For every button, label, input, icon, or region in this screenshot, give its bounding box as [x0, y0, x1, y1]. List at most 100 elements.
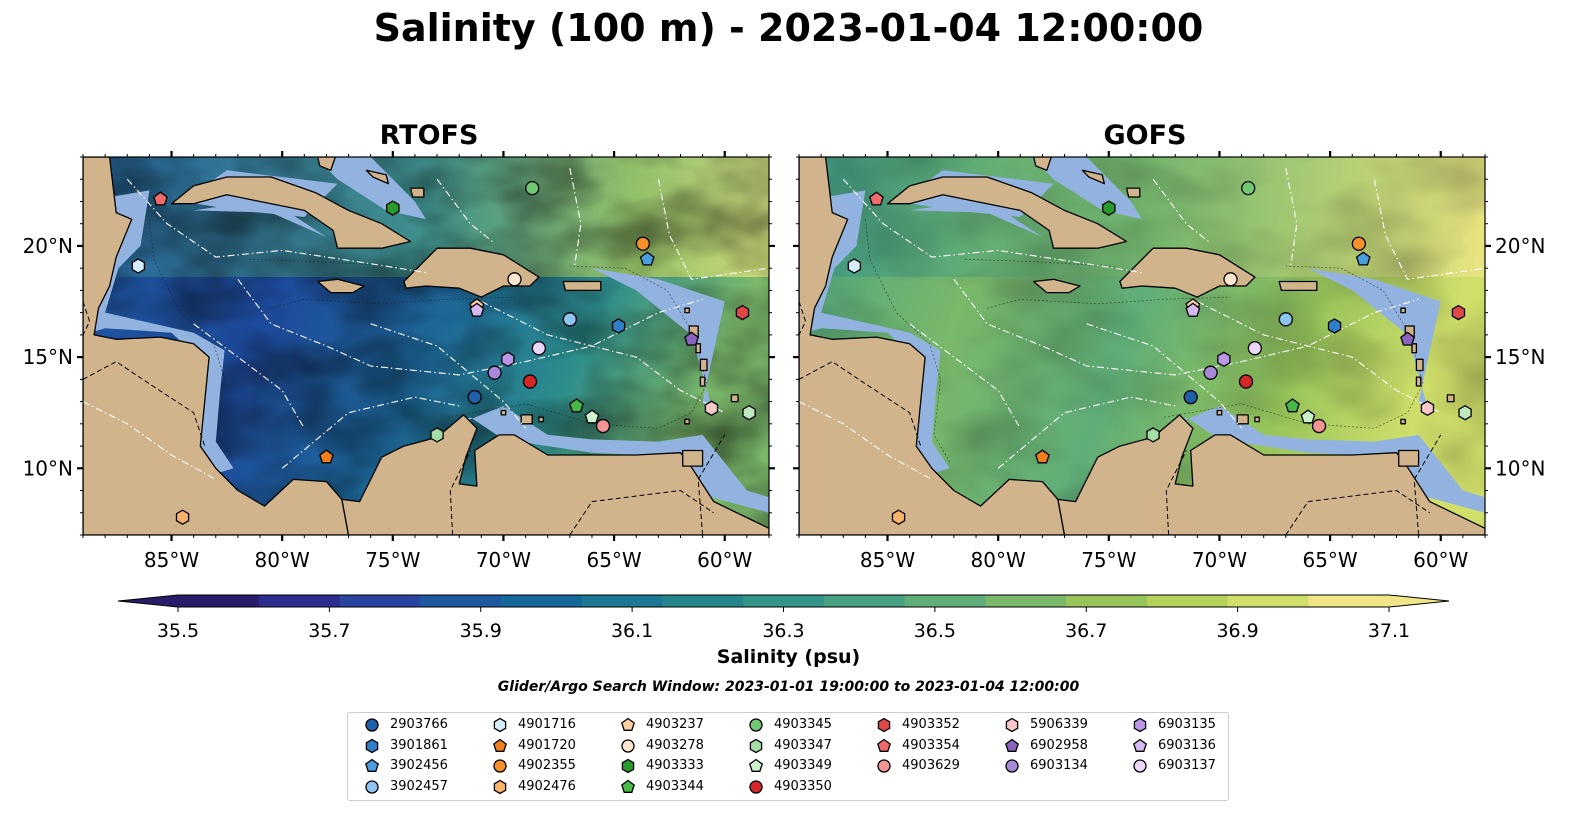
land — [730, 394, 739, 403]
lon-tick-label: 70°W — [476, 548, 531, 572]
shallow-shelf — [1308, 268, 1441, 415]
float-4903629 — [595, 418, 611, 434]
land — [83, 157, 350, 535]
legend-marker-icon — [877, 759, 891, 773]
map-figure: 85°W 80°W 75°W 70°W 65°W 60°W 20°N 15°N 10°N 85°… — [23, 151, 1545, 640]
eez-boundary — [997, 396, 1176, 469]
figure-title: Salinity (100 m) - 2023-01-04 12:00:00 — [373, 6, 1204, 50]
colorbar-tick-label: 35.5 — [157, 620, 199, 640]
legend-label: 4903344 — [646, 778, 704, 794]
country-border — [83, 361, 206, 447]
eez-boundary — [370, 323, 527, 429]
float-4903345 — [525, 180, 540, 196]
lat-tick-label: 10°N — [23, 456, 73, 480]
legend-marker-3902457 — [365, 779, 379, 794]
float-4903352 — [1451, 304, 1466, 321]
colorbar-segment — [1308, 595, 1390, 607]
legend-marker-6903135 — [1133, 717, 1147, 733]
float-4903278 — [507, 272, 522, 287]
float-4901716 — [847, 258, 862, 274]
float-4902476 — [175, 509, 190, 525]
eez-boundary — [1373, 179, 1485, 280]
land — [562, 280, 602, 292]
float-4903629 — [1311, 418, 1327, 434]
float-4903347 — [1146, 427, 1160, 443]
land — [1411, 343, 1418, 354]
lon-tick-label: 85°W — [144, 548, 199, 572]
float-4903347 — [430, 427, 444, 443]
legend-label: 4901716 — [518, 717, 576, 732]
country-border — [449, 450, 471, 535]
colorbar-segment — [1066, 595, 1148, 607]
rtofs-map: 85°W 80°W 75°W 70°W 65°W 60°W 20°N 15°N 10°N — [23, 151, 775, 572]
float-6903135 — [1217, 351, 1231, 368]
land — [1398, 449, 1420, 467]
legend-marker-icon — [621, 758, 635, 774]
depth-contour — [1164, 265, 1424, 429]
legend-label: 3901861 — [390, 737, 448, 753]
float-6903134 — [487, 365, 502, 380]
float-extra-hex — [1458, 404, 1472, 421]
legend-marker-icon — [365, 779, 379, 794]
gofs-map: 85°W 80°W 75°W 70°W 65°W 60°W 20°N 15°N 10°N — [793, 151, 1545, 572]
land — [684, 307, 690, 314]
lon-tick-label: 60°W — [697, 548, 752, 572]
land — [1400, 418, 1406, 425]
float-3902457 — [562, 312, 577, 327]
float-6902958 — [684, 331, 699, 346]
float-legend: 2903766 3901861 3902456 3902457 4901716 49017… — [347, 712, 1229, 801]
legend-label: 4903349 — [774, 758, 832, 773]
colorbar-tick-label: 37.1 — [1368, 620, 1410, 640]
float-6903137 — [531, 341, 547, 356]
land — [316, 278, 365, 294]
lon-tick-label: 75°W — [365, 548, 420, 572]
depth-contour — [149, 219, 234, 462]
colorbar-segment — [904, 595, 986, 607]
float-6902958 — [1400, 331, 1415, 346]
lat-tick-label: 20°N — [23, 234, 73, 258]
lat-tick-label: 15°N — [23, 345, 73, 369]
legend-marker-icon — [1005, 717, 1019, 733]
depth-contour — [448, 265, 708, 429]
legend-marker-4903345 — [749, 718, 763, 732]
eez-boundary — [1152, 178, 1209, 242]
legend-label: 5906339 — [1030, 717, 1088, 732]
eez-boundary — [953, 278, 1419, 376]
legend-marker-icon — [493, 717, 507, 733]
colorbar-extend-max — [1389, 595, 1449, 607]
eez-boundary — [237, 278, 703, 376]
legend-marker-icon — [749, 758, 763, 772]
legend-marker-icon — [365, 718, 379, 732]
float-6903134 — [1203, 365, 1218, 380]
land — [699, 376, 706, 387]
legend-marker-icon — [621, 779, 635, 793]
eez-boundary — [1086, 323, 1243, 429]
float-4903345 — [1241, 180, 1256, 196]
float-6903136 — [1185, 302, 1201, 317]
land — [1415, 358, 1424, 372]
legend-label: 6903134 — [1030, 758, 1088, 773]
float-4903344 — [569, 398, 584, 413]
legend-marker-icon — [749, 718, 763, 732]
legend-label: 4903345 — [774, 717, 832, 732]
country-border — [1413, 434, 1442, 535]
land — [538, 416, 544, 423]
float-3901861 — [611, 318, 626, 334]
colorbar-segment — [500, 595, 583, 607]
legend-marker-2903766 — [365, 718, 379, 732]
land — [1278, 280, 1318, 292]
legend-marker-icon — [1005, 738, 1019, 752]
legend-marker-icon — [365, 738, 379, 753]
eez-boundary — [909, 323, 1021, 429]
legend-marker-4903333 — [621, 758, 635, 774]
float-4903349 — [1300, 409, 1316, 424]
colorbar-segment — [1146, 595, 1229, 607]
colorbar-segment — [1227, 595, 1309, 607]
colorbar-label: Salinity (psu) — [716, 646, 861, 668]
legend-marker-icon — [493, 759, 507, 773]
land — [520, 414, 533, 425]
colorbar-segment — [823, 595, 906, 607]
float-4902476 — [891, 509, 906, 525]
land — [500, 409, 507, 416]
legend-marker-6903134 — [1005, 759, 1019, 773]
